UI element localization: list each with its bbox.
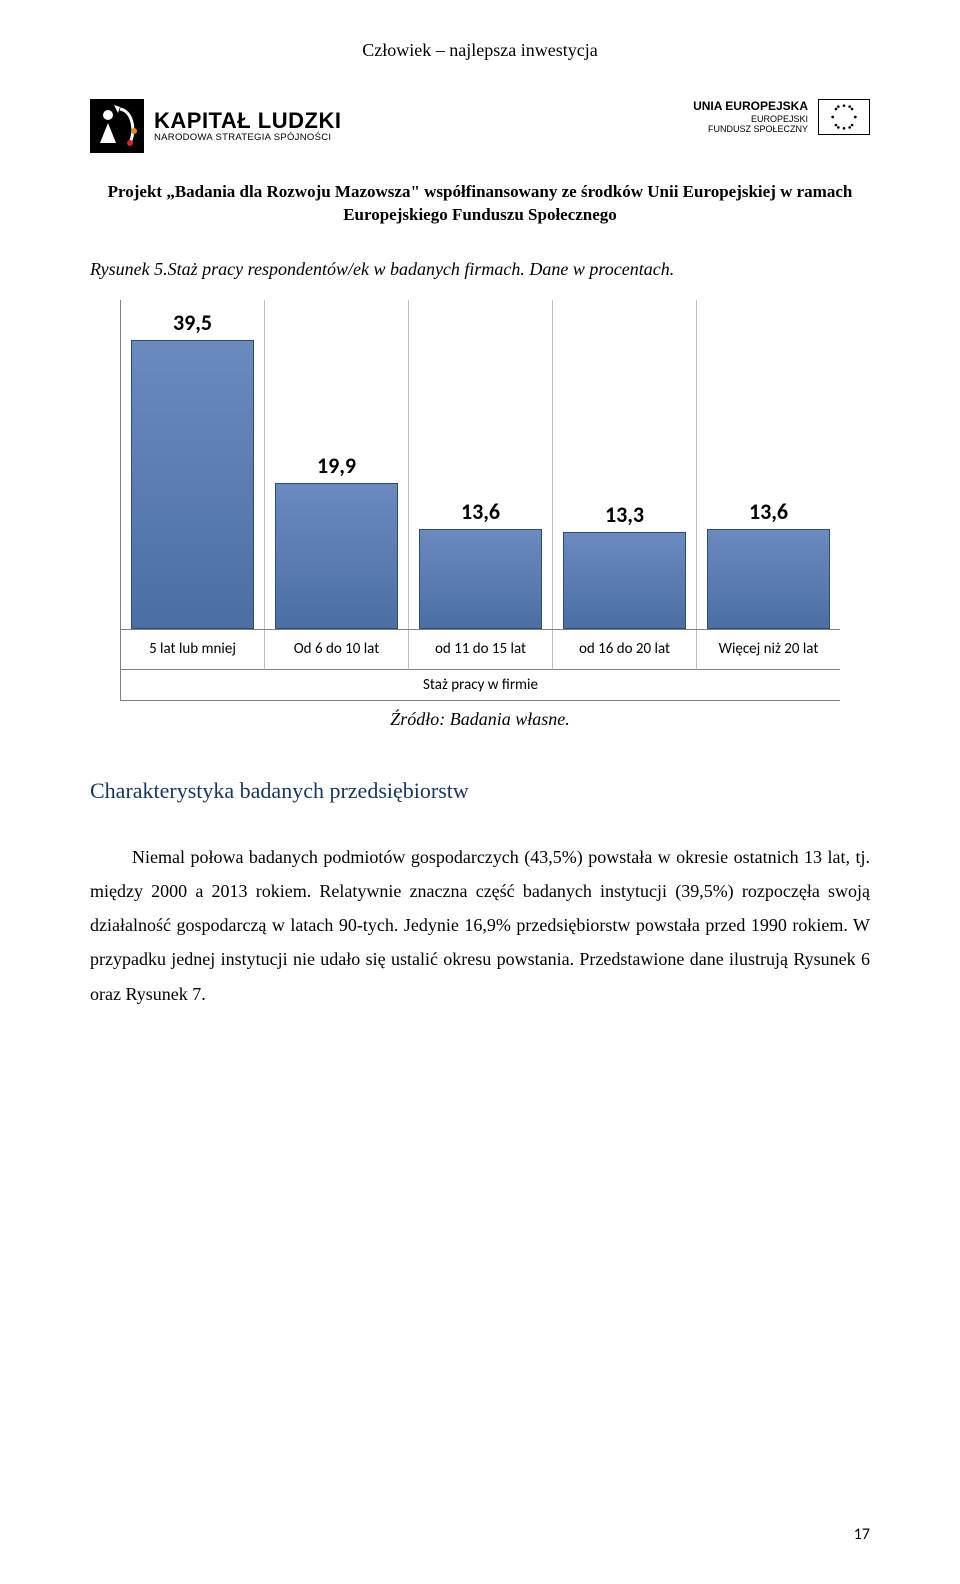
logo-right-line3: FUNDUSZ SPOŁECZNY <box>693 124 808 134</box>
section-heading: Charakterystyka badanych przedsiębiorstw <box>90 778 870 804</box>
chart-axis-title: Staż pracy w firmie <box>120 670 840 701</box>
header-tagline: Człowiek – najlepsza inwestycja <box>90 40 870 61</box>
bar-rect <box>275 483 398 628</box>
chart-xlabel: od 16 do 20 lat <box>553 630 697 670</box>
bar-rect <box>131 340 254 629</box>
bar-value-label: 19,9 <box>317 452 356 479</box>
bar-column: 13,6 <box>409 300 553 629</box>
logo-right: UNIA EUROPEJSKA EUROPEJSKI FUNDUSZ SPOŁE… <box>693 99 870 135</box>
logo-right-line1: UNIA EUROPEJSKA <box>693 100 808 114</box>
chart-source: Źródło: Badania własne. <box>90 709 870 730</box>
bar-column: 39,5 <box>121 300 265 629</box>
body-paragraph: Niemal połowa badanych podmiotów gospoda… <box>90 840 870 1011</box>
bar-rect <box>707 529 830 628</box>
eu-flag-icon <box>818 99 870 135</box>
logo-left-main: KAPITAŁ LUDZKI <box>154 109 341 132</box>
chart-xlabel: Więcej niż 20 lat <box>697 630 840 670</box>
bar-value-label: 13,6 <box>749 498 788 525</box>
bar-value-label: 13,3 <box>605 501 644 528</box>
project-line: Projekt „Badania dla Rozwoju Mazowsza" w… <box>90 181 870 227</box>
bar-value-label: 39,5 <box>173 309 212 336</box>
chart-caption: Rysunek 5.Staż pracy respondentów/ek w b… <box>90 259 870 280</box>
logo-row: KAPITAŁ LUDZKI NARODOWA STRATEGIA SPÓJNO… <box>90 99 870 153</box>
logo-right-line2: EUROPEJSKI <box>693 114 808 124</box>
chart-xlabel: od 11 do 15 lat <box>409 630 553 670</box>
bar-rect <box>563 532 686 629</box>
bar-value-label: 13,6 <box>461 498 500 525</box>
chart-xlabel: Od 6 do 10 lat <box>265 630 409 670</box>
bar-rect <box>419 529 542 628</box>
kapital-ludzki-icon <box>90 99 144 153</box>
bar-column: 13,3 <box>553 300 697 629</box>
bar-column: 13,6 <box>697 300 840 629</box>
logo-left-sub: NARODOWA STRATEGIA SPÓJNOŚCI <box>154 133 341 143</box>
page-number: 17 <box>854 1525 870 1544</box>
chart-xlabel: 5 lat lub mniej <box>121 630 265 670</box>
logo-left: KAPITAŁ LUDZKI NARODOWA STRATEGIA SPÓJNO… <box>90 99 341 153</box>
bar-column: 19,9 <box>265 300 409 629</box>
bar-chart: 39,5 19,9 13,6 13,3 13,6 5 lat lub mniejOd 6… <box>120 300 840 701</box>
